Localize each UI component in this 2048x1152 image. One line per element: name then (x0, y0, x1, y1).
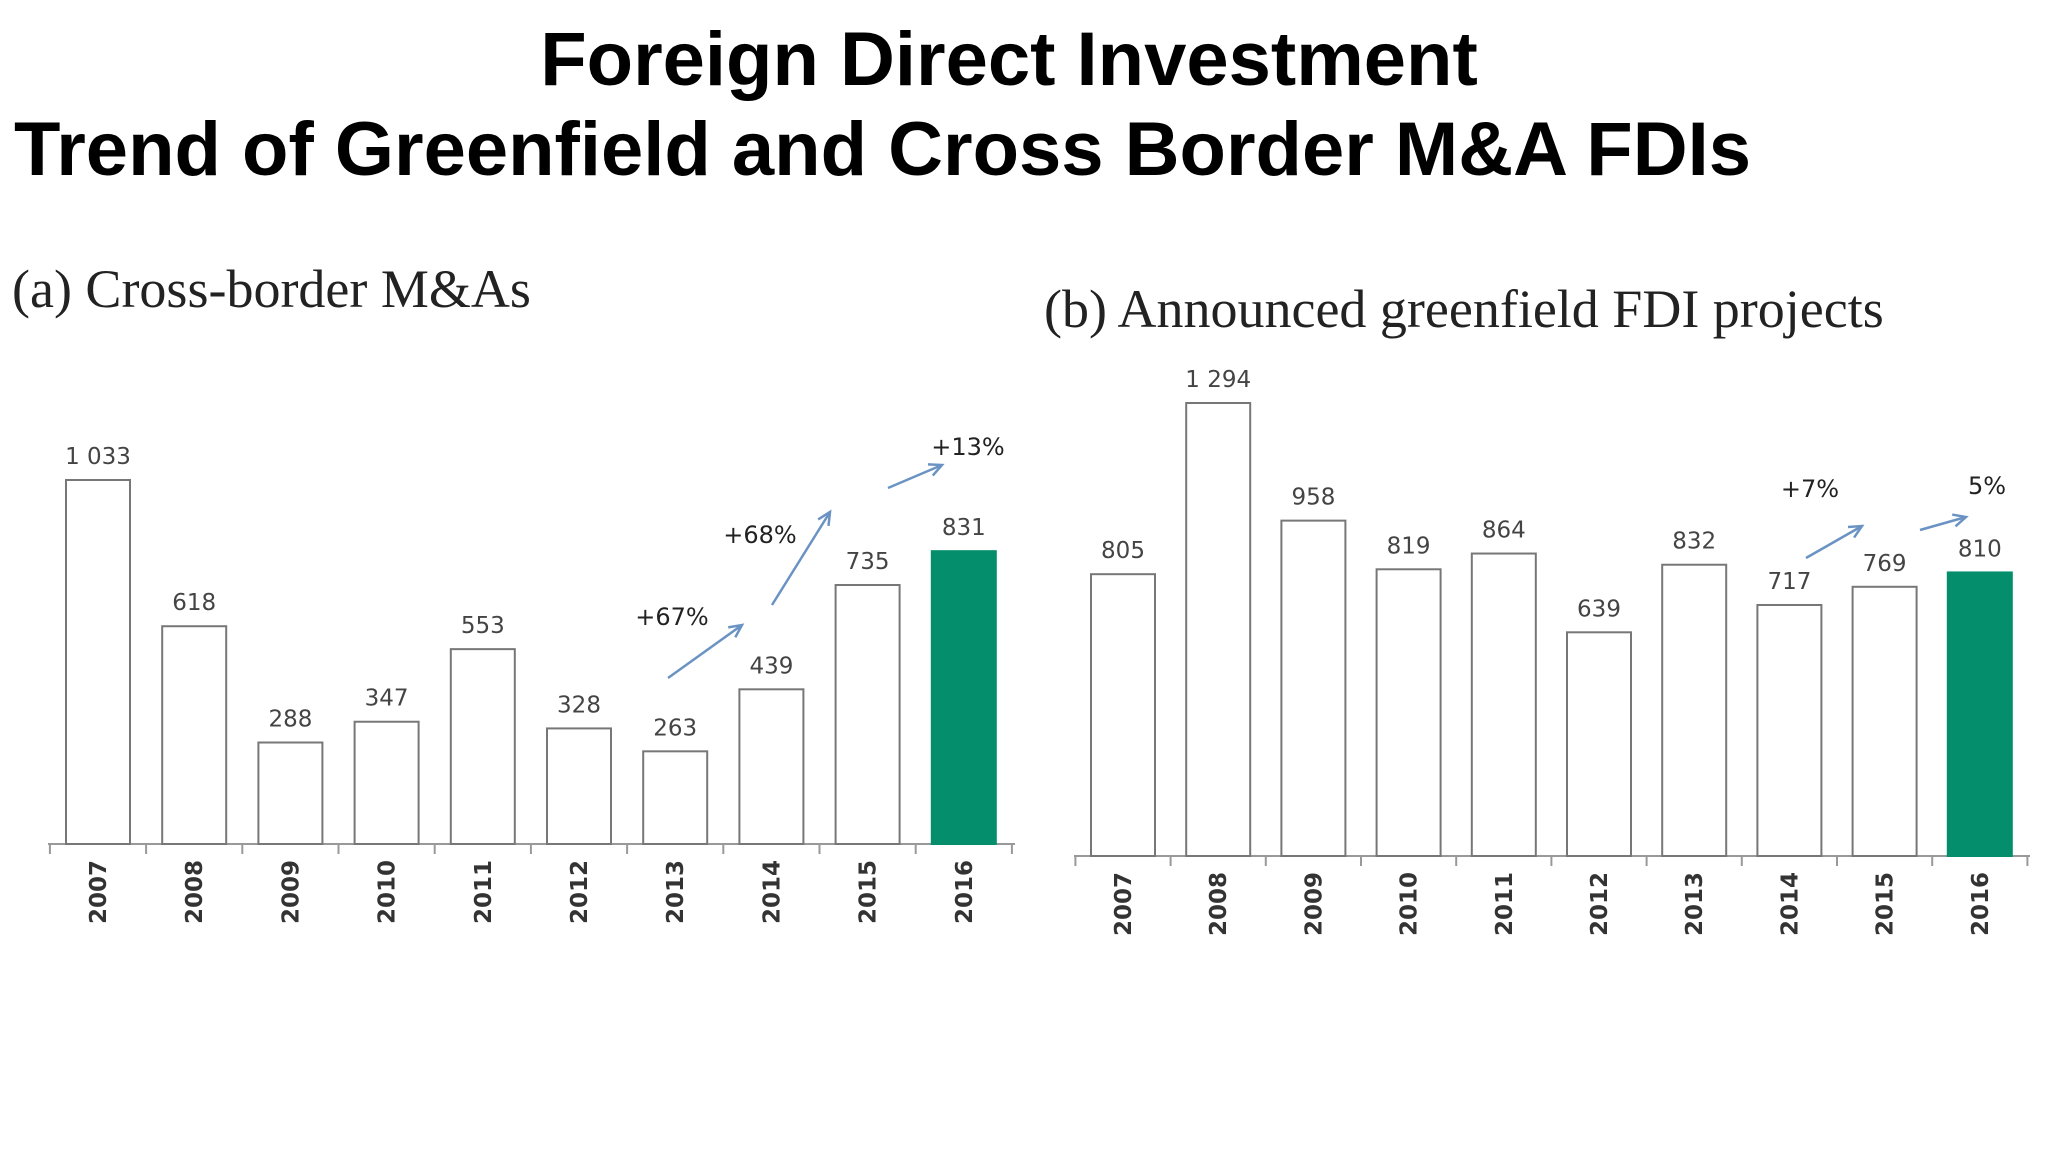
x-tick-label-2011: 2011 (1492, 872, 1518, 936)
value-label-2012: 639 (1577, 596, 1621, 622)
value-label-2014: 439 (749, 653, 793, 679)
growth-arrow-head (817, 509, 832, 527)
value-label-2015: 769 (1863, 551, 1907, 577)
x-tick-label-2012: 2012 (1587, 872, 1613, 936)
x-tick-label-2008: 2008 (182, 860, 208, 924)
bar-2007 (65, 479, 131, 845)
chart-b: 805 2007 1 294 2008 958 2009 819 2010 864 2011 639… (1074, 367, 2030, 936)
x-tick-label-2010: 2010 (375, 860, 401, 924)
growth-arrow-head (1951, 513, 1969, 528)
value-label-2010: 819 (1387, 533, 1431, 559)
growth-arrow (887, 463, 943, 490)
growth-arrow-head (1847, 524, 1865, 539)
x-tick-label-2014: 2014 (759, 860, 785, 924)
value-label-2009: 958 (1291, 485, 1335, 511)
growth-annotation: +7% (1781, 475, 1839, 503)
main-title: Foreign Direct Investment (540, 17, 1478, 102)
growth-arrow (1805, 524, 1863, 560)
x-tick-label-2015: 2015 (856, 860, 882, 924)
growth-arrow (770, 511, 832, 606)
bar-2010 (1375, 568, 1442, 857)
value-label-2014: 717 (1767, 569, 1811, 595)
value-label-2007: 1 033 (65, 444, 131, 470)
x-tick-label-2010: 2010 (1397, 872, 1423, 936)
bar-2015 (1851, 585, 1918, 858)
bar-2015 (834, 584, 901, 845)
bar-2009 (1280, 519, 1347, 857)
x-tick-label-2014: 2014 (1777, 872, 1803, 936)
value-label-2008: 1 294 (1185, 367, 1251, 393)
growth-annotation: +68% (723, 521, 796, 549)
bar-2012 (546, 727, 612, 845)
bar-2013 (642, 750, 709, 845)
x-tick-label-2009: 2009 (1301, 872, 1327, 936)
x-tick-label-2016: 2016 (1968, 872, 1994, 936)
growth-arrow (667, 623, 743, 680)
value-label-2016: 810 (1958, 536, 2002, 562)
x-tick-label-2015: 2015 (1873, 872, 1899, 936)
x-tick-label-2007: 2007 (86, 860, 112, 924)
x-tick-label-2012: 2012 (567, 860, 593, 924)
x-tick-label-2011: 2011 (471, 860, 497, 924)
growth-annotation: +67% (635, 603, 708, 631)
main-subtitle: Trend of Greenfield and Cross Border M&A… (14, 107, 1751, 192)
value-label-2013: 832 (1672, 529, 1716, 555)
x-tick-label-2013: 2013 (663, 860, 689, 924)
value-label-2008: 618 (172, 590, 216, 616)
value-label-2010: 347 (365, 686, 409, 712)
x-tick-label-2008: 2008 (1206, 872, 1232, 936)
bar-2016 (1946, 571, 2013, 857)
x-tick-label-2009: 2009 (278, 860, 304, 924)
chart-b-title: (b) Announced greenfield FDI projects (1044, 279, 1884, 339)
x-tick-label-2013: 2013 (1682, 872, 1708, 936)
value-label-2013: 263 (653, 715, 697, 741)
bar-2010 (353, 720, 420, 845)
growth-annotation: 5% (1968, 472, 2006, 500)
value-label-2009: 288 (268, 707, 312, 733)
value-label-2012: 328 (557, 692, 601, 718)
bar-2007 (1090, 573, 1156, 858)
x-tick-label-2016: 2016 (952, 860, 978, 924)
value-label-2015: 735 (846, 549, 890, 575)
value-label-2011: 864 (1482, 518, 1526, 544)
value-label-2007: 805 (1101, 538, 1145, 564)
chart-a-title: (a) Cross-border M&As (12, 259, 531, 319)
bar-2016 (930, 550, 997, 845)
bar-2014 (1756, 603, 1823, 857)
value-label-2011: 553 (461, 613, 505, 639)
bar-2008 (1185, 402, 1252, 857)
bar-2009 (257, 741, 324, 846)
growth-arrow (1919, 515, 1967, 532)
growth-arrow-head (727, 623, 745, 638)
bar-2012 (1566, 631, 1632, 857)
x-tick-label-2007: 2007 (1111, 872, 1137, 936)
bar-2013 (1661, 563, 1728, 857)
bar-2011 (1470, 552, 1537, 857)
chart-a: 1 033 2007 618 2008 288 2009 347 2010 553 2011 328… (48, 433, 1015, 924)
growth-annotation: +13% (931, 433, 1004, 461)
bar-2014 (738, 688, 805, 846)
bar-2011 (449, 648, 516, 845)
value-label-2016: 831 (942, 515, 986, 541)
growth-arrow-head (927, 463, 945, 477)
bar-2008 (161, 625, 228, 845)
